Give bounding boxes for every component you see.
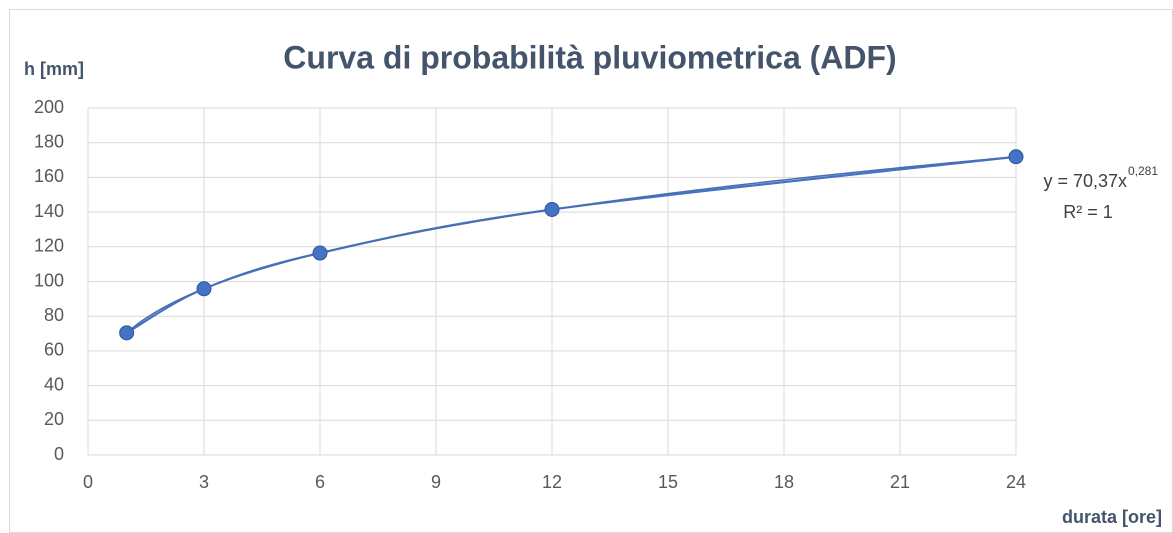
y-tick-label: 40 [44,374,64,394]
y-tick-label: 140 [34,201,64,221]
y-tick-label: 60 [44,340,64,360]
x-tick-label: 12 [542,472,562,492]
x-tick-label: 3 [199,472,209,492]
y-tick-label: 100 [34,270,64,290]
x-tick-label: 6 [315,472,325,492]
marker [312,245,328,261]
y-tick-label: 200 [34,97,64,117]
x-tick-label: 15 [658,472,678,492]
x-tick-label: 9 [431,472,441,492]
trendline-exponent: 0,281 [1128,164,1158,178]
trendline-r2: R² = 1 [1063,202,1113,222]
x-tick-label: 0 [83,472,93,492]
y-tick-label: 160 [34,166,64,186]
y-tick-label: 120 [34,236,64,256]
chart-title: Curva di probabilità pluviometrica (ADF) [283,39,896,75]
x-tick-label: 21 [890,472,910,492]
trendline-equation: y = 70,37x [1043,171,1127,191]
y-tick-label: 20 [44,409,64,429]
y-tick-label: 80 [44,305,64,325]
chart-border [9,9,1173,533]
marker [544,201,560,217]
y-tick-label: 180 [34,131,64,151]
marker [119,325,135,341]
trendline [126,155,1017,334]
marker [196,281,212,297]
marker [1008,149,1024,165]
y-tick-label: 0 [54,444,64,464]
y-axis-label: h [mm] [24,59,84,79]
x-tick-label: 24 [1006,472,1026,492]
x-tick-label: 18 [774,472,794,492]
x-axis-label: durata [ore] [1062,507,1162,527]
